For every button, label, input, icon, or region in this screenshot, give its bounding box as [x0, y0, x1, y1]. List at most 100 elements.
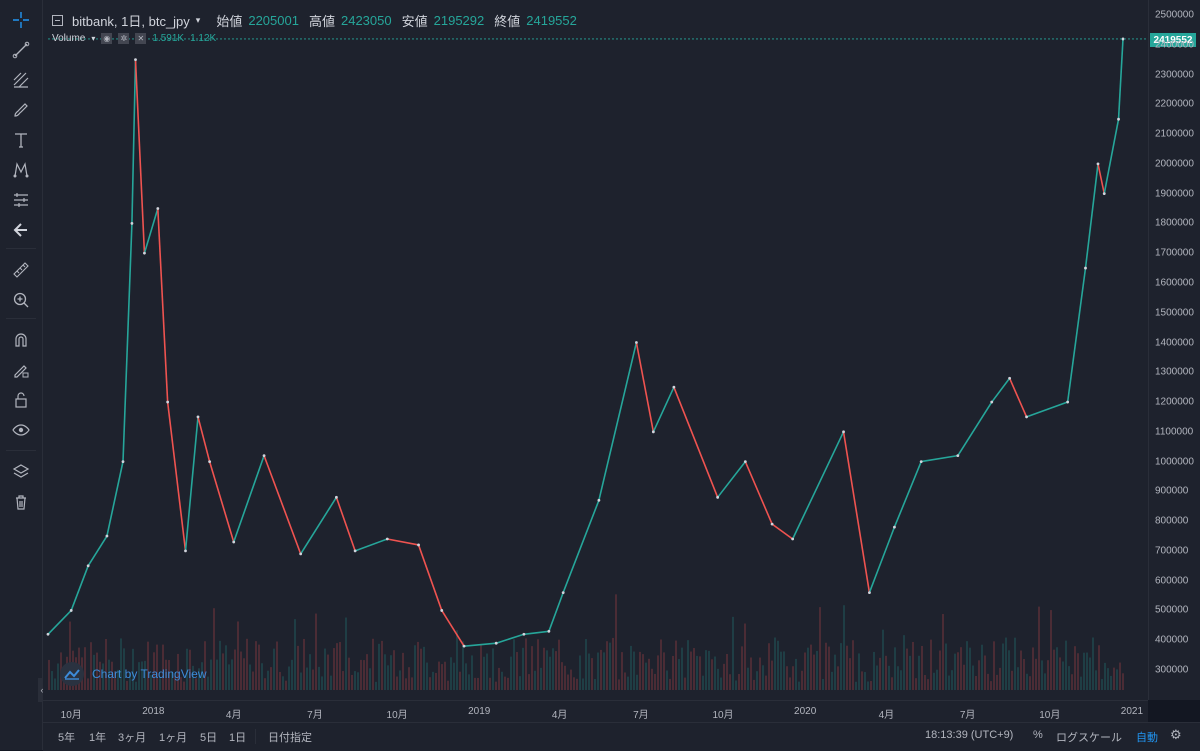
- volume-value: 1.591K: [152, 32, 185, 44]
- volume-bar: [447, 680, 449, 690]
- gear-icon[interactable]: ⚙: [1170, 727, 1182, 742]
- price-line-segment: [197, 416, 211, 462]
- log-scale-toggle[interactable]: ログスケール: [1056, 732, 1122, 744]
- volume-bar: [1071, 674, 1073, 690]
- zoom-in-icon[interactable]: [9, 288, 33, 312]
- range-5d-button[interactable]: 5日: [200, 732, 218, 744]
- volume-bar: [723, 663, 725, 690]
- volume-bar: [159, 678, 161, 690]
- price-point: [105, 534, 109, 538]
- chart-pane[interactable]: [43, 0, 1148, 700]
- volume-bar: [756, 671, 758, 690]
- range-1y-button[interactable]: 1年: [89, 732, 107, 744]
- volume-bar: [219, 640, 221, 690]
- clock-timezone[interactable]: 18:13:39 (UTC+9): [925, 729, 1014, 741]
- ruler-icon[interactable]: [9, 258, 33, 282]
- price-line-segment: [354, 538, 388, 552]
- volume-bar: [573, 677, 575, 690]
- eye-icon[interactable]: ◉: [101, 32, 113, 44]
- price-line-segment: [744, 461, 773, 525]
- price-line-segment: [548, 592, 564, 632]
- volume-bar: [1059, 657, 1061, 690]
- volume-bar: [753, 679, 755, 690]
- volume-bar: [390, 655, 392, 690]
- price-tick-label: 2000000: [1155, 158, 1194, 170]
- fib-tool-icon[interactable]: [9, 68, 33, 92]
- time-tick-label: 10月: [60, 710, 82, 721]
- volume-bar: [621, 652, 623, 690]
- price-chart[interactable]: [43, 0, 1148, 700]
- volume-bar: [828, 646, 830, 690]
- volume-bar: [1083, 652, 1085, 690]
- volume-bar: [864, 672, 866, 690]
- price-point: [868, 591, 871, 594]
- trash-icon[interactable]: [9, 490, 33, 514]
- volume-bar: [93, 654, 95, 690]
- price-line-segment: [1066, 267, 1087, 403]
- volume-bar: [195, 678, 197, 690]
- tradingview-watermark[interactable]: Chart by TradingView: [60, 661, 207, 687]
- volume-bar: [1098, 645, 1100, 690]
- volume-bar: [585, 639, 587, 690]
- volume-bar: [666, 670, 668, 690]
- volume-bar: [486, 653, 488, 690]
- unlock-icon[interactable]: [9, 388, 33, 412]
- date-range-button[interactable]: 日付指定: [268, 732, 312, 744]
- layers-icon[interactable]: [9, 460, 33, 484]
- text-tool-icon[interactable]: [9, 128, 33, 152]
- low-label: 安値: [401, 13, 428, 29]
- price-line-segment: [842, 431, 871, 593]
- volume-bar: [108, 659, 110, 690]
- price-point: [299, 552, 303, 556]
- price-point: [121, 460, 125, 463]
- eye-icon[interactable]: [9, 418, 33, 442]
- volume-bar: [399, 670, 401, 690]
- volume-bar: [891, 677, 893, 690]
- volume-bar: [561, 662, 563, 690]
- chevron-down-icon[interactable]: ▾: [195, 14, 201, 25]
- price-point: [651, 430, 655, 434]
- time-axis[interactable]: 10月 2018 4月 7月 10月 2019 4月 7月 10月 2020 4月 7月 10月 2021: [43, 700, 1148, 723]
- settings-icon[interactable]: ✲: [118, 32, 130, 44]
- volume-bar: [945, 643, 947, 690]
- price-axis[interactable]: 2419552 2500000 2400000 2300000 2200000 2100…: [1148, 0, 1200, 700]
- time-tick-label: 7月: [633, 710, 649, 721]
- brush-icon[interactable]: [9, 98, 33, 122]
- price-tick-label: 2500000: [1155, 9, 1194, 21]
- volume-bar: [849, 658, 851, 690]
- volume-bar: [105, 639, 107, 690]
- time-tick-label: 7月: [307, 710, 323, 721]
- range-3m-button[interactable]: 3ヶ月: [118, 732, 147, 744]
- crosshair-icon[interactable]: [9, 8, 33, 32]
- range-1m-button[interactable]: 1ヶ月: [159, 732, 188, 744]
- price-line-segment: [232, 455, 265, 543]
- pattern-icon[interactable]: [9, 158, 33, 182]
- trend-line-icon[interactable]: [9, 38, 33, 62]
- volume-bar: [996, 674, 998, 690]
- volume-bar: [798, 681, 800, 690]
- volume-bar: [555, 651, 557, 690]
- magnet-icon[interactable]: [9, 328, 33, 352]
- volume-bar: [438, 661, 440, 690]
- price-point: [1025, 415, 1028, 419]
- symbol-title[interactable]: bitbank, 1日, btc_jpy: [72, 13, 190, 29]
- volume-bar: [147, 641, 149, 690]
- volume-bar: [120, 638, 122, 690]
- lock-drawing-icon[interactable]: [9, 358, 33, 382]
- close-icon[interactable]: ✕: [135, 32, 147, 44]
- volume-bar: [960, 647, 962, 690]
- volume-label[interactable]: Volume: [52, 32, 86, 44]
- range-1d-button[interactable]: 1日: [229, 732, 247, 744]
- volume-bar: [312, 669, 314, 690]
- legend-collapse-icon[interactable]: [52, 14, 63, 26]
- chevron-down-icon[interactable]: ▾: [91, 33, 96, 43]
- back-arrow-icon[interactable]: [9, 218, 33, 242]
- volume-bar: [246, 638, 248, 690]
- collapse-toolbar-button[interactable]: ‹: [38, 678, 46, 702]
- volume-bar: [1023, 658, 1025, 690]
- range-5y-button[interactable]: 5年: [58, 732, 76, 744]
- price-tick-label: 2300000: [1155, 69, 1194, 81]
- prediction-icon[interactable]: [9, 188, 33, 212]
- auto-scale-toggle[interactable]: 自動: [1136, 732, 1158, 744]
- percent-toggle[interactable]: %: [1033, 729, 1043, 741]
